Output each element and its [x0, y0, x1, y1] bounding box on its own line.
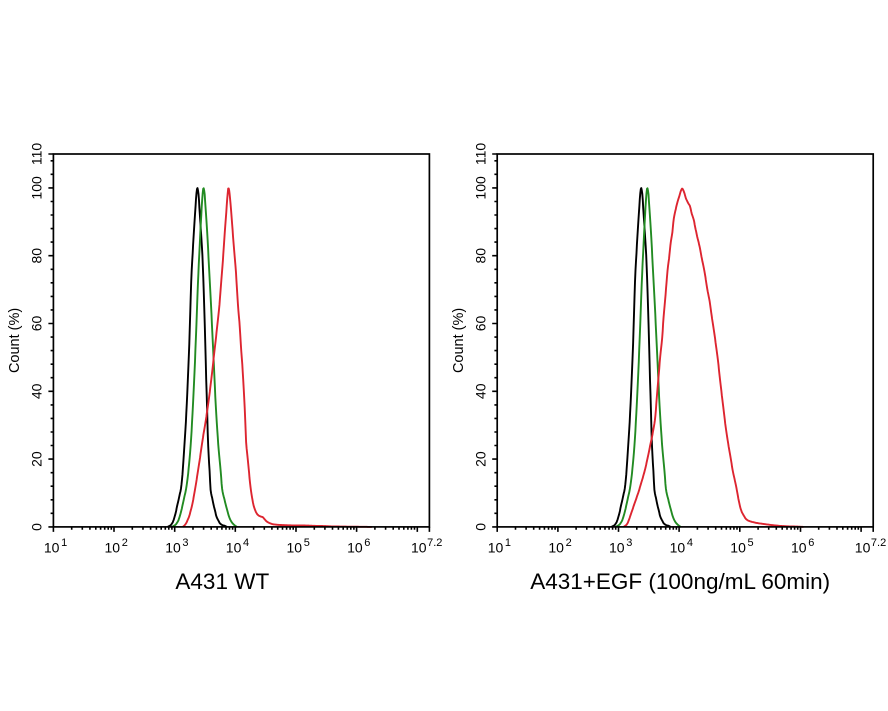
svg-text:80: 80 — [29, 248, 45, 264]
svg-text:10: 10 — [730, 539, 746, 555]
svg-text:10: 10 — [287, 539, 303, 555]
svg-text:10: 10 — [165, 539, 181, 555]
svg-text:10: 10 — [609, 539, 625, 555]
svg-text:110: 110 — [29, 143, 45, 166]
svg-text:20: 20 — [472, 451, 488, 467]
svg-text:110: 110 — [472, 143, 488, 166]
svg-text:4: 4 — [243, 537, 249, 549]
svg-text:40: 40 — [29, 383, 45, 399]
svg-text:10: 10 — [411, 539, 427, 555]
svg-text:10: 10 — [670, 539, 686, 555]
svg-text:80: 80 — [472, 248, 488, 264]
svg-text:1: 1 — [61, 537, 67, 549]
svg-text:Count (%): Count (%) — [7, 308, 23, 373]
svg-text:10: 10 — [855, 539, 871, 555]
svg-text:60: 60 — [472, 316, 488, 332]
svg-text:7.2: 7.2 — [427, 537, 442, 549]
svg-text:10: 10 — [347, 539, 363, 555]
svg-text:6: 6 — [808, 537, 814, 549]
svg-text:A431 WT: A431 WT — [175, 569, 269, 594]
svg-text:A431+EGF (100ng/mL 60min): A431+EGF (100ng/mL 60min) — [530, 569, 830, 594]
svg-text:7.2: 7.2 — [871, 537, 886, 549]
svg-text:10: 10 — [105, 539, 121, 555]
svg-text:10: 10 — [44, 539, 60, 555]
svg-text:10: 10 — [226, 539, 242, 555]
svg-text:100: 100 — [472, 176, 488, 200]
svg-text:6: 6 — [364, 537, 370, 549]
svg-text:5: 5 — [748, 537, 754, 549]
svg-text:100: 100 — [29, 176, 45, 200]
svg-text:10: 10 — [548, 539, 564, 555]
svg-text:40: 40 — [472, 383, 488, 399]
svg-text:2: 2 — [122, 537, 128, 549]
svg-text:10: 10 — [791, 539, 807, 555]
svg-text:20: 20 — [29, 451, 45, 467]
svg-text:0: 0 — [472, 523, 488, 531]
svg-text:0: 0 — [29, 523, 45, 531]
svg-text:3: 3 — [182, 537, 188, 549]
svg-text:2: 2 — [566, 537, 572, 549]
svg-text:5: 5 — [304, 537, 310, 549]
svg-text:1: 1 — [505, 537, 511, 549]
svg-text:Count (%): Count (%) — [451, 308, 467, 373]
svg-text:60: 60 — [29, 316, 45, 332]
svg-text:10: 10 — [488, 539, 504, 555]
svg-text:3: 3 — [626, 537, 632, 549]
svg-text:4: 4 — [687, 537, 693, 549]
